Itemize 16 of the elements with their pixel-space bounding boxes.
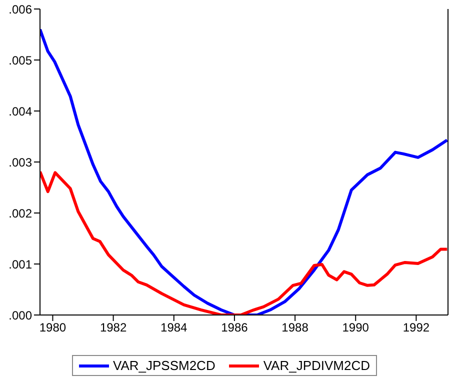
- y-tick-label: .005: [8, 53, 32, 68]
- x-tick-label: 1986: [221, 320, 248, 335]
- y-tick-label: .006: [8, 2, 32, 16]
- y-tick-label: .002: [8, 206, 32, 220]
- x-tick-label: 1990: [342, 320, 370, 335]
- x-tick-label: 1988: [282, 320, 309, 335]
- y-tick-label: .000: [8, 308, 32, 322]
- y-tick-label: .003: [8, 155, 32, 170]
- legend-label: VAR_JPDIVM2CD: [262, 358, 370, 373]
- legend-label: VAR_JPSSM2CD: [112, 358, 216, 373]
- x-tick-label: 1982: [100, 320, 127, 335]
- y-tick-label: .004: [8, 104, 32, 118]
- y-tick-label: .001: [8, 257, 32, 272]
- x-tick-label: 1980: [39, 320, 66, 335]
- x-tick-label: 1984: [160, 320, 188, 335]
- x-tick-label: 1992: [402, 320, 430, 335]
